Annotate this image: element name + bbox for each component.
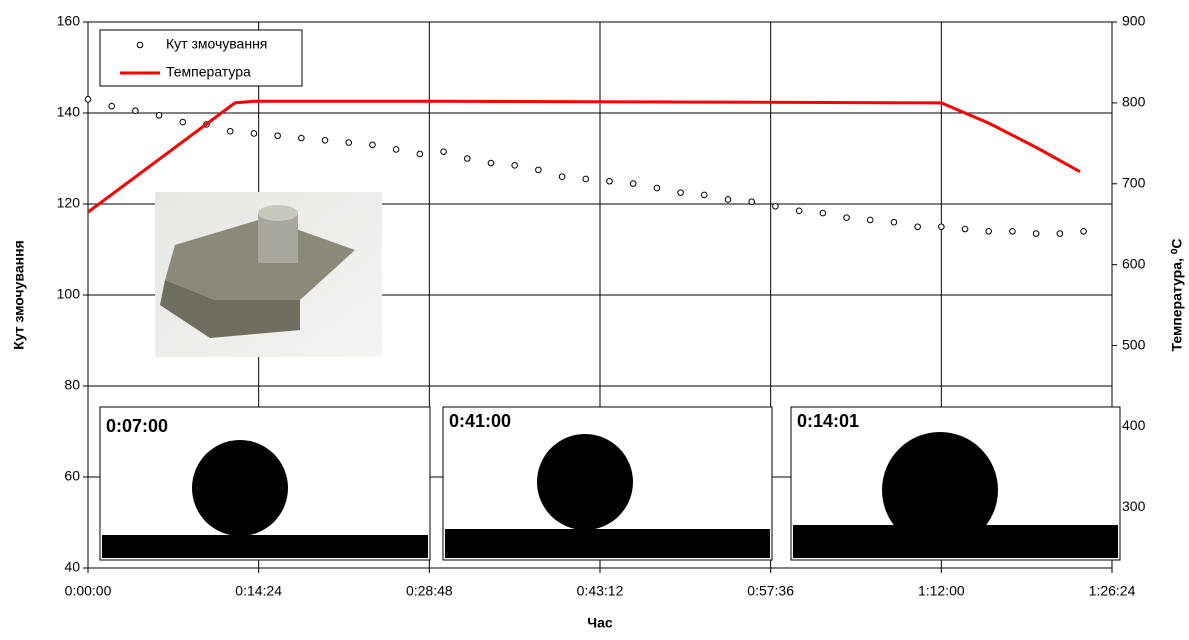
data-point <box>582 175 590 183</box>
y2-tick-label: 500 <box>1122 336 1146 352</box>
data-point <box>890 218 898 226</box>
data-point <box>392 146 400 153</box>
x-tick-label: 0:00:00 <box>65 583 112 599</box>
data-point <box>629 180 637 187</box>
droplet <box>192 440 288 536</box>
data-point <box>440 148 447 155</box>
data-point <box>179 118 187 126</box>
data-point <box>416 150 424 158</box>
substrate <box>445 529 770 558</box>
data-point <box>843 214 850 221</box>
data-point <box>369 141 376 149</box>
data-point <box>535 166 542 174</box>
data-point <box>487 159 495 167</box>
legend: Кут змочування Температура <box>99 29 303 87</box>
data-point <box>795 207 803 215</box>
data-point <box>724 196 732 203</box>
data-point <box>866 216 874 224</box>
x-tick-label: 1:26:24 <box>1089 583 1136 599</box>
data-point <box>1032 230 1040 237</box>
y-tick-label: 100 <box>57 286 81 302</box>
data-point <box>748 198 756 206</box>
data-point <box>108 102 116 110</box>
y2-tick-label: 900 <box>1122 13 1146 29</box>
data-point <box>1009 228 1016 235</box>
data-point <box>819 209 827 217</box>
data-point <box>938 223 945 231</box>
data-point <box>345 139 353 146</box>
y-tick-label: 80 <box>64 377 80 393</box>
droplet <box>537 434 633 530</box>
y-tick-label: 120 <box>57 195 81 211</box>
data-point <box>961 225 969 233</box>
data-point <box>132 107 139 115</box>
y2-tick-label: 600 <box>1122 255 1146 271</box>
data-point <box>1080 228 1087 235</box>
x-tick-label: 0:43:12 <box>577 583 624 599</box>
x-tick-label: 0:28:48 <box>406 583 453 599</box>
y-tick-label: 60 <box>64 468 80 484</box>
x-axis-label: Час <box>587 615 613 631</box>
data-point <box>155 111 163 119</box>
temperature-line <box>87 99 1081 214</box>
y-axis-label: Кут змочування <box>11 240 27 349</box>
data-point <box>772 202 779 210</box>
data-point <box>985 228 993 235</box>
y2-tick-label: 300 <box>1122 498 1146 514</box>
data-point <box>274 132 281 140</box>
data-point <box>321 137 329 144</box>
y2-tick-label: 400 <box>1122 417 1146 433</box>
sample-plate-side <box>160 280 300 338</box>
time-label: 0:07:00 <box>106 416 168 436</box>
insets: 0:07:00 0:41:00 0:14:01 <box>99 192 1121 561</box>
legend-label: Температура <box>166 64 251 80</box>
time-label: 0:14:01 <box>797 411 859 431</box>
sample-cylinder-top <box>258 205 298 221</box>
data-point <box>606 177 613 185</box>
data-point <box>914 223 921 231</box>
legend-marker <box>136 41 144 49</box>
x-tick-label: 0:14:24 <box>235 583 282 599</box>
data-point <box>558 173 566 180</box>
sample-cylinder <box>258 213 298 263</box>
data-point <box>1056 230 1064 237</box>
droplet <box>882 432 998 548</box>
y2-axis-label: Температура, ⁰C <box>1169 238 1185 351</box>
substrate <box>102 535 428 558</box>
legend-label: Кут змочування <box>166 36 267 52</box>
data-point <box>84 96 92 103</box>
legend-box <box>99 29 303 87</box>
data-point <box>653 184 661 192</box>
data-point <box>511 162 518 169</box>
x-tick-label: 0:57:36 <box>747 583 794 599</box>
y-tick-label: 140 <box>57 104 81 120</box>
data-point <box>250 130 258 137</box>
data-point <box>226 127 234 135</box>
time-label: 0:41:00 <box>449 411 511 431</box>
y2-tick-label: 800 <box>1122 94 1146 110</box>
data-point <box>700 191 708 199</box>
y2-tick-label: 700 <box>1122 174 1146 190</box>
y-tick-label: 40 <box>64 559 80 575</box>
data-point <box>677 189 684 196</box>
data-point <box>463 155 471 162</box>
y-tick-label: 160 <box>57 13 81 29</box>
x-tick-label: 1:12:00 <box>918 583 965 599</box>
data-point <box>298 134 305 142</box>
